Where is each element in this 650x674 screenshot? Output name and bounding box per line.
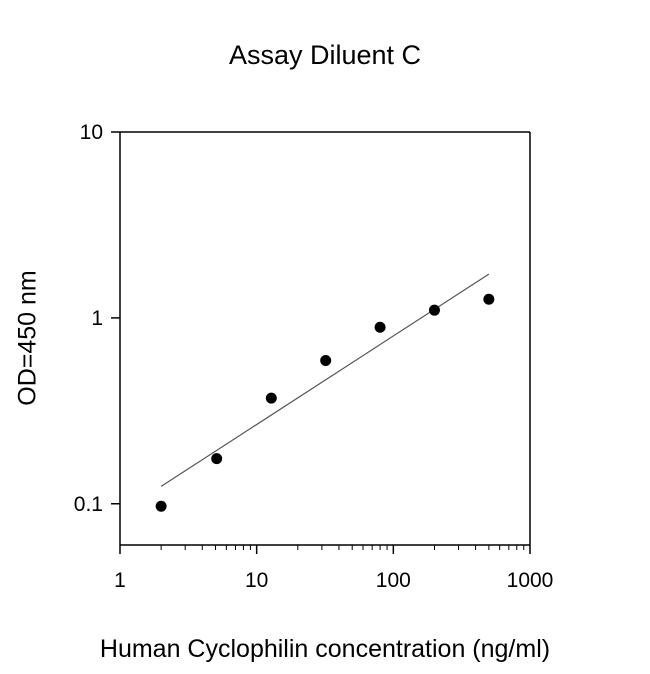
y-tick-label: 0.1 [74, 493, 103, 516]
axis-tick-labels: 1 10 100 1000 0.1 1 10 [74, 121, 554, 592]
x-tick-label: 1000 [507, 569, 554, 592]
fit-line [160, 273, 490, 487]
plot-frame [119, 131, 531, 546]
x-tick-label: 10 [245, 569, 268, 592]
y-tick-label: 1 [91, 307, 103, 330]
data-point [374, 321, 386, 333]
data-point [428, 304, 440, 316]
data-point [265, 392, 277, 404]
data-points [155, 293, 495, 512]
axis-ticks [111, 131, 531, 554]
y-tick-label: 10 [80, 121, 103, 144]
data-point [320, 354, 332, 366]
data-point [155, 500, 167, 512]
fit-line-group [160, 273, 490, 487]
x-tick-label: 1 [114, 569, 126, 592]
chart-title: Assay Diluent C [228, 40, 422, 70]
y-axis-label: OD=450 nm [13, 270, 42, 406]
data-point [483, 293, 495, 305]
data-point [211, 453, 223, 465]
x-axis-label: Human Cyclophilin concentration (ng/ml) [99, 635, 551, 663]
x-tick-label: 100 [376, 569, 411, 592]
